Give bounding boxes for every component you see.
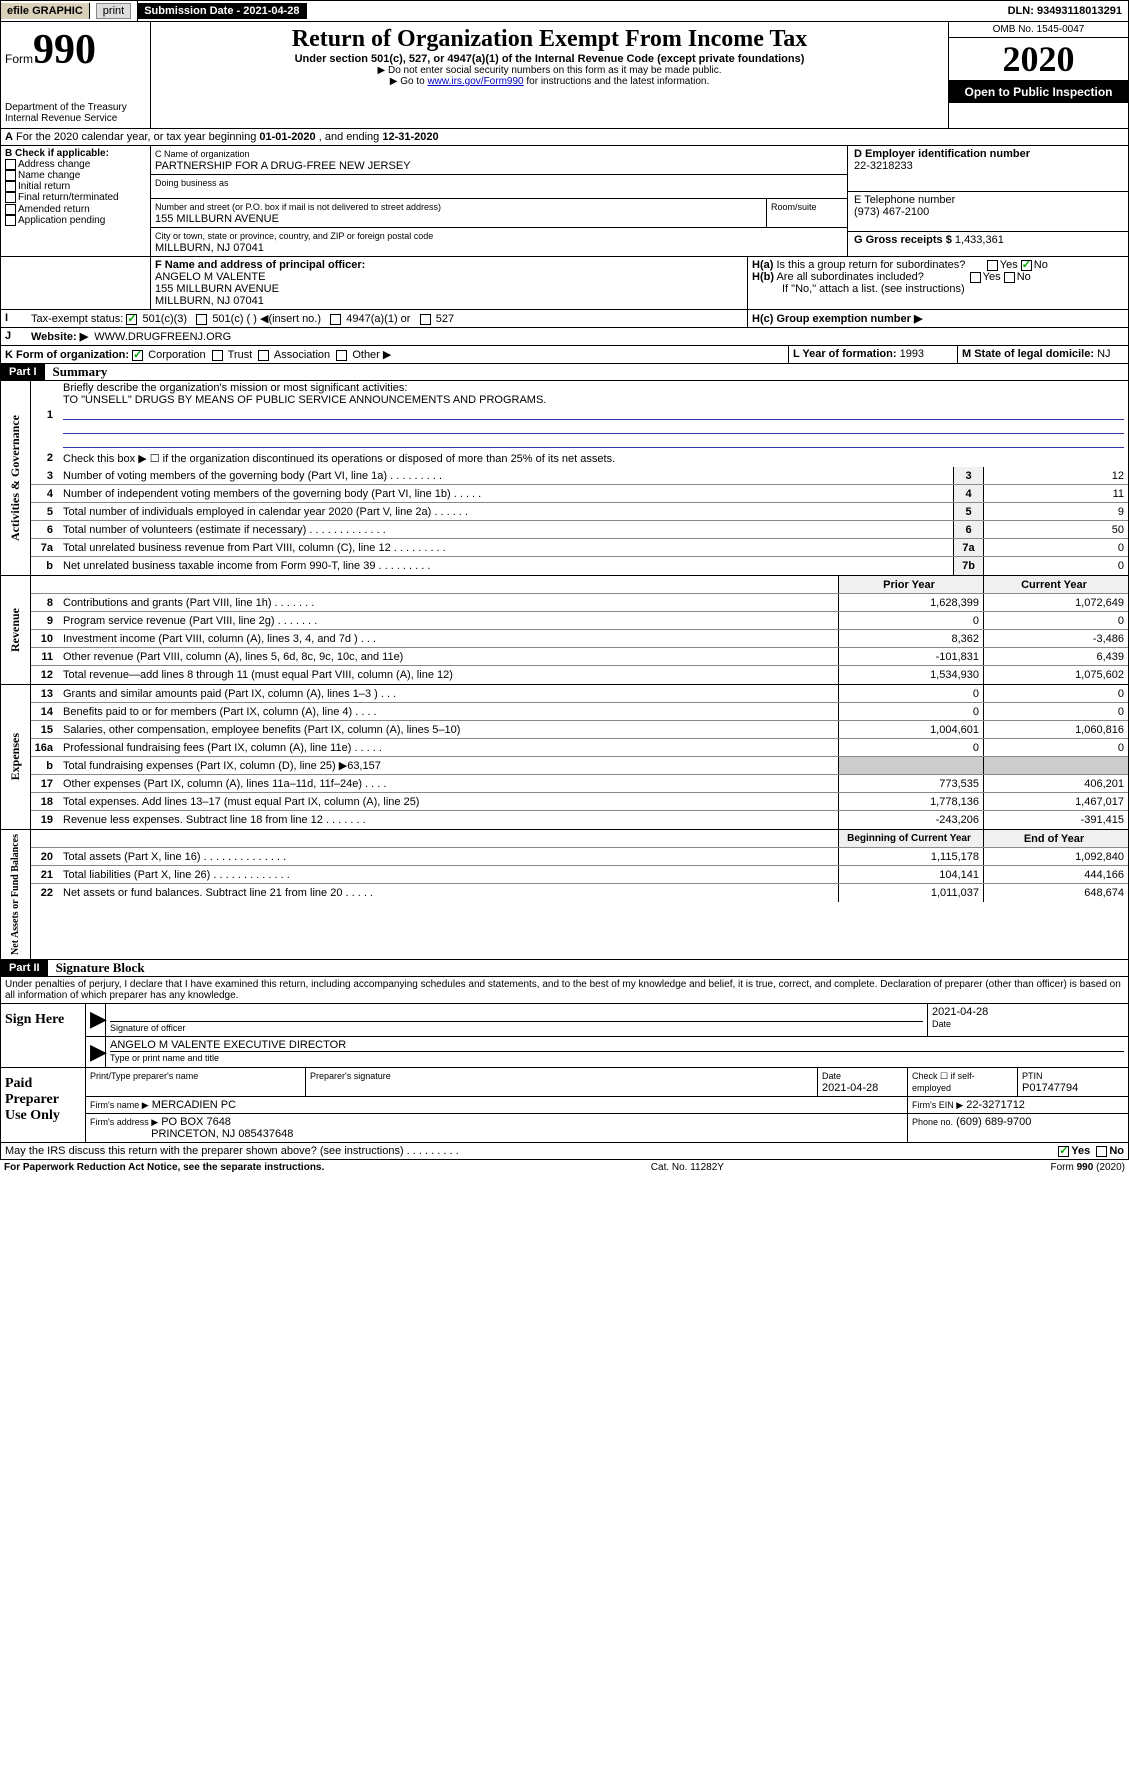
gov-line: 4Number of independent voting members of… bbox=[31, 485, 1128, 503]
hb-no-checkbox[interactable] bbox=[1004, 272, 1015, 283]
ptin: P01747794 bbox=[1022, 1082, 1078, 1094]
data-line: 9Program service revenue (Part VIII, lin… bbox=[31, 612, 1128, 630]
revenue-section: Revenue Prior Year Current Year 8Contrib… bbox=[0, 576, 1129, 685]
pending-checkbox[interactable] bbox=[5, 215, 16, 226]
officer-sig-name: ANGELO M VALENTE EXECUTIVE DIRECTOR bbox=[110, 1039, 346, 1051]
data-line: 19Revenue less expenses. Subtract line 1… bbox=[31, 811, 1128, 829]
addr-change-checkbox[interactable] bbox=[5, 159, 16, 170]
name-change-checkbox[interactable] bbox=[5, 170, 16, 181]
form-number: 990 bbox=[33, 27, 96, 73]
officer-group-row: F Name and address of principal officer:… bbox=[0, 257, 1129, 310]
dept-label: Department of the Treasury bbox=[5, 102, 146, 113]
public-inspection: Open to Public Inspection bbox=[949, 81, 1128, 103]
irs-label: Internal Revenue Service bbox=[5, 113, 146, 124]
data-line: bTotal fundraising expenses (Part IX, co… bbox=[31, 757, 1128, 775]
data-line: 21Total liabilities (Part X, line 26) . … bbox=[31, 866, 1128, 884]
submission-date: Submission Date - 2021-04-28 bbox=[138, 3, 306, 19]
netassets-section: Net Assets or Fund Balances Beginning of… bbox=[0, 830, 1129, 960]
form-title: Return of Organization Exempt From Incom… bbox=[159, 26, 940, 53]
form-header: Form990 Department of the Treasury Inter… bbox=[0, 22, 1129, 129]
gov-line: 3Number of voting members of the governi… bbox=[31, 467, 1128, 485]
data-line: 8Contributions and grants (Part VIII, li… bbox=[31, 594, 1128, 612]
firm-ein: 22-3271712 bbox=[966, 1099, 1025, 1111]
form-subtitle: Under section 501(c), 527, or 4947(a)(1)… bbox=[159, 53, 940, 65]
gov-line: 5Total number of individuals employed in… bbox=[31, 503, 1128, 521]
org-name: PARTNERSHIP FOR A DRUG-FREE NEW JERSEY bbox=[155, 160, 411, 172]
discuss-yes-checkbox[interactable] bbox=[1058, 1146, 1069, 1157]
period-row: A For the 2020 calendar year, or tax yea… bbox=[0, 129, 1129, 146]
website: WWW.DRUGFREENJ.ORG bbox=[94, 331, 231, 343]
firm-phone: (609) 689-9700 bbox=[956, 1116, 1031, 1128]
discuss-row: May the IRS discuss this return with the… bbox=[0, 1143, 1129, 1160]
gov-line: bNet unrelated business taxable income f… bbox=[31, 557, 1128, 575]
data-line: 20Total assets (Part X, line 16) . . . .… bbox=[31, 848, 1128, 866]
tax-status-row: I Tax-exempt status: 501(c)(3) 501(c) ( … bbox=[0, 310, 1129, 328]
data-line: 18Total expenses. Add lines 13–17 (must … bbox=[31, 793, 1128, 811]
print-button[interactable]: print bbox=[96, 3, 131, 19]
form-org-row: K Form of organization: Corporation Trus… bbox=[0, 346, 1129, 364]
gov-line: 6Total number of volunteers (estimate if… bbox=[31, 521, 1128, 539]
4947-checkbox[interactable] bbox=[330, 314, 341, 325]
sign-section: Sign Here ▶ Signature of officer 2021-04… bbox=[0, 1004, 1129, 1068]
omb-number: OMB No. 1545-0047 bbox=[949, 22, 1128, 38]
irs-link[interactable]: www.irs.gov/Form990 bbox=[427, 76, 523, 87]
firm-name: MERCADIEN PC bbox=[152, 1099, 236, 1111]
org-city: MILLBURN, NJ 07041 bbox=[155, 242, 264, 254]
amended-checkbox[interactable] bbox=[5, 204, 16, 215]
initial-return-checkbox[interactable] bbox=[5, 181, 16, 192]
gov-line: 7aTotal unrelated business revenue from … bbox=[31, 539, 1128, 557]
data-line: 12Total revenue—add lines 8 through 11 (… bbox=[31, 666, 1128, 684]
dln: DLN: 93493118013291 bbox=[1002, 3, 1128, 19]
expenses-section: Expenses 13Grants and similar amounts pa… bbox=[0, 685, 1129, 830]
phone: (973) 467-2100 bbox=[854, 206, 929, 218]
527-checkbox[interactable] bbox=[420, 314, 431, 325]
assoc-checkbox[interactable] bbox=[258, 350, 269, 361]
data-line: 16aProfessional fundraising fees (Part I… bbox=[31, 739, 1128, 757]
entity-info: B Check if applicable: Address change Na… bbox=[0, 146, 1129, 257]
hb-yes-checkbox[interactable] bbox=[970, 272, 981, 283]
data-line: 11Other revenue (Part VIII, column (A), … bbox=[31, 648, 1128, 666]
governance-section: Activities & Governance 1 Briefly descri… bbox=[0, 381, 1129, 576]
year-formation: 1993 bbox=[900, 348, 924, 360]
501c-checkbox[interactable] bbox=[196, 314, 207, 325]
instr-line-1: ▶ Do not enter social security numbers o… bbox=[159, 65, 940, 76]
final-return-checkbox[interactable] bbox=[5, 192, 16, 203]
data-line: 14Benefits paid to or for members (Part … bbox=[31, 703, 1128, 721]
page-footer: For Paperwork Reduction Act Notice, see … bbox=[0, 1160, 1129, 1175]
discuss-no-checkbox[interactable] bbox=[1096, 1146, 1107, 1157]
part-1-header: Part I Summary bbox=[0, 364, 1129, 381]
domicile: NJ bbox=[1097, 348, 1110, 360]
ha-yes-checkbox[interactable] bbox=[987, 260, 998, 271]
ein: 22-3218233 bbox=[854, 160, 913, 172]
preparer-section: Paid Preparer Use Only Print/Type prepar… bbox=[0, 1068, 1129, 1143]
efile-label: efile GRAPHIC bbox=[1, 3, 90, 19]
data-line: 13Grants and similar amounts paid (Part … bbox=[31, 685, 1128, 703]
website-row: J Website: ▶ WWW.DRUGFREENJ.ORG bbox=[0, 328, 1129, 346]
501c3-checkbox[interactable] bbox=[126, 314, 137, 325]
data-line: 10Investment income (Part VIII, column (… bbox=[31, 630, 1128, 648]
org-address: 155 MILLBURN AVENUE bbox=[155, 213, 279, 225]
data-line: 22Net assets or fund balances. Subtract … bbox=[31, 884, 1128, 902]
officer-name: ANGELO M VALENTE bbox=[155, 271, 265, 283]
tax-year: 2020 bbox=[949, 38, 1128, 81]
perjury-text: Under penalties of perjury, I declare th… bbox=[0, 977, 1129, 1004]
trust-checkbox[interactable] bbox=[212, 350, 223, 361]
ha-no-checkbox[interactable] bbox=[1021, 260, 1032, 271]
box-b-label: B Check if applicable: bbox=[5, 148, 109, 159]
data-line: 17Other expenses (Part IX, column (A), l… bbox=[31, 775, 1128, 793]
instr-line-2: ▶ Go to www.irs.gov/Form990 for instruct… bbox=[159, 76, 940, 87]
gross-receipts: 1,433,361 bbox=[955, 234, 1004, 246]
other-checkbox[interactable] bbox=[336, 350, 347, 361]
corp-checkbox[interactable] bbox=[132, 350, 143, 361]
part-2-header: Part II Signature Block bbox=[0, 960, 1129, 977]
top-bar: efile GRAPHIC print Submission Date - 20… bbox=[0, 0, 1129, 22]
data-line: 15Salaries, other compensation, employee… bbox=[31, 721, 1128, 739]
mission-text: TO "UNSELL" DRUGS BY MEANS OF PUBLIC SER… bbox=[63, 394, 546, 406]
